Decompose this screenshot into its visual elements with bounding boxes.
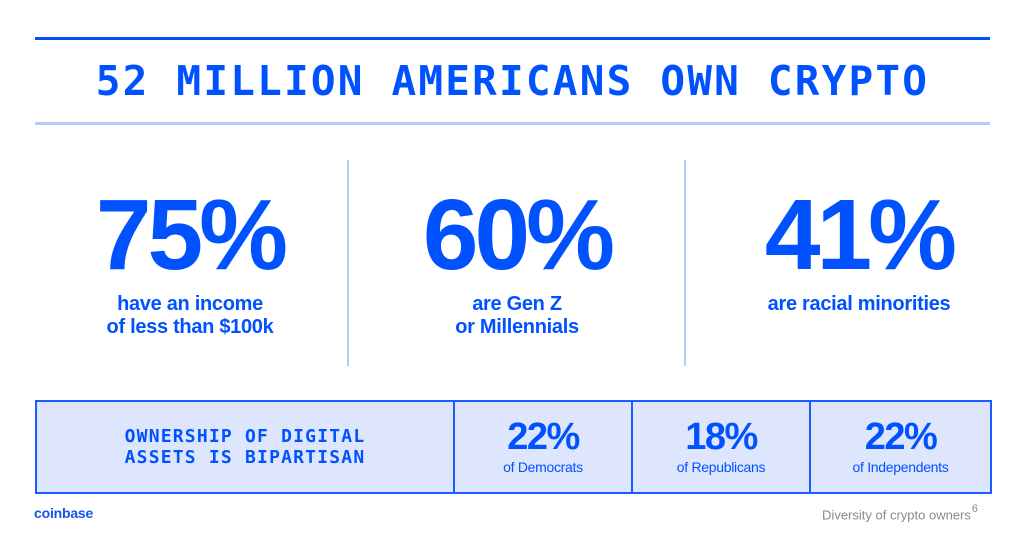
title-underline	[35, 122, 990, 125]
stat-description-line2: of less than $100k	[106, 316, 274, 338]
party-stat-label: of Republicans	[676, 459, 766, 475]
page-title: 52 MILLION AMERICANS OWN CRYPTO	[95, 57, 930, 105]
stat-description-line1: are Gen Z	[472, 293, 562, 315]
stat-value: 75%	[95, 179, 288, 291]
bipartisan-heading-line1: OWNERSHIP OF DIGITAL	[124, 426, 366, 447]
stat-description-line2: or Millennials	[455, 316, 579, 338]
stat-income: 75% have an income of less than $100k	[40, 185, 340, 339]
party-stat-value: 18%	[685, 416, 758, 458]
stat-generation: 60% are Gen Z or Millennials	[365, 185, 669, 339]
page-number: 6	[971, 503, 978, 515]
party-stat-value: 22%	[864, 416, 938, 458]
coinbase-logo: coinbase	[34, 505, 94, 521]
stat-description-line1: have an income	[117, 293, 263, 315]
bipartisan-heading-cell: OWNERSHIP OF DIGITAL ASSETS IS BIPARTISA…	[37, 402, 453, 492]
bipartisan-panel: OWNERSHIP OF DIGITAL ASSETS IS BIPARTISA…	[35, 400, 992, 494]
column-divider	[684, 160, 686, 366]
bipartisan-heading: OWNERSHIP OF DIGITAL ASSETS IS BIPARTISA…	[125, 426, 366, 468]
stat-description-line1: are racial minorities	[767, 293, 951, 315]
stat-value: 60%	[422, 179, 615, 291]
party-stat-democrats: 22% of Democrats	[453, 402, 631, 492]
stat-minorities: 41% are racial minorities	[700, 185, 1018, 316]
stat-value: 41%	[764, 179, 957, 291]
top-rule	[35, 37, 990, 40]
party-stat-independents: 22% of Independents	[809, 402, 990, 492]
party-stat-value: 22%	[507, 416, 580, 458]
caption-text: Diversity of crypto owners	[822, 507, 971, 523]
party-stat-label: of Independents	[852, 459, 949, 475]
column-divider	[347, 160, 349, 366]
slide-caption: Diversity of crypto owners6	[822, 503, 978, 523]
party-stat-label: of Democrats	[503, 459, 583, 475]
party-stat-republicans: 18% of Republicans	[631, 402, 809, 492]
bipartisan-heading-line2: ASSETS IS BIPARTISAN	[124, 447, 366, 468]
